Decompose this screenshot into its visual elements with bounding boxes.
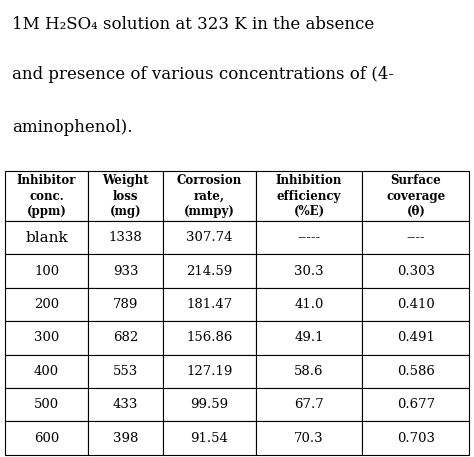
Text: 789: 789 — [113, 298, 138, 311]
Bar — [88, 355, 163, 388]
Bar — [5, 288, 88, 321]
Bar — [163, 388, 255, 421]
Bar — [363, 255, 469, 288]
Bar — [255, 221, 363, 255]
Text: 0.703: 0.703 — [397, 431, 435, 445]
Text: 0.677: 0.677 — [397, 398, 435, 411]
Text: Surface
coverage
(θ): Surface coverage (θ) — [386, 174, 446, 218]
Bar — [363, 388, 469, 421]
Text: 100: 100 — [34, 265, 59, 277]
Text: 214.59: 214.59 — [186, 265, 232, 277]
Bar — [163, 171, 255, 221]
Bar — [363, 321, 469, 355]
Text: 30.3: 30.3 — [294, 265, 324, 277]
Bar — [5, 388, 88, 421]
Text: 0.410: 0.410 — [397, 298, 435, 311]
Text: 1338: 1338 — [109, 231, 142, 244]
Text: 307.74: 307.74 — [186, 231, 232, 244]
Bar — [88, 421, 163, 455]
Text: 181.47: 181.47 — [186, 298, 232, 311]
Text: 0.586: 0.586 — [397, 365, 435, 378]
Bar — [88, 171, 163, 221]
Text: 200: 200 — [34, 298, 59, 311]
Text: Corrosion
rate,
(mmpy): Corrosion rate, (mmpy) — [176, 174, 242, 218]
Bar — [163, 355, 255, 388]
Text: 933: 933 — [113, 265, 138, 277]
Text: -----: ----- — [298, 231, 320, 244]
Text: ----: ---- — [407, 231, 425, 244]
Text: blank: blank — [25, 231, 68, 244]
Bar — [88, 255, 163, 288]
Text: 91.54: 91.54 — [190, 431, 228, 445]
Text: 300: 300 — [34, 331, 59, 344]
Bar — [163, 255, 255, 288]
Text: 398: 398 — [113, 431, 138, 445]
Bar — [88, 288, 163, 321]
Bar — [163, 288, 255, 321]
Text: 0.303: 0.303 — [397, 265, 435, 277]
Text: 99.59: 99.59 — [190, 398, 228, 411]
Bar — [363, 288, 469, 321]
Text: 41.0: 41.0 — [294, 298, 324, 311]
Text: 553: 553 — [113, 365, 138, 378]
Bar — [163, 221, 255, 255]
Bar — [363, 221, 469, 255]
Bar — [5, 221, 88, 255]
Text: 58.6: 58.6 — [294, 365, 324, 378]
Text: 49.1: 49.1 — [294, 331, 324, 344]
Bar — [5, 421, 88, 455]
Bar — [88, 321, 163, 355]
Bar — [255, 255, 363, 288]
Bar — [255, 321, 363, 355]
Bar — [88, 221, 163, 255]
Text: 70.3: 70.3 — [294, 431, 324, 445]
Bar — [255, 171, 363, 221]
Bar — [5, 255, 88, 288]
Text: 500: 500 — [34, 398, 59, 411]
Text: 1M H₂SO₄ solution at 323 K in the absence: 1M H₂SO₄ solution at 323 K in the absenc… — [12, 16, 374, 33]
Bar — [163, 321, 255, 355]
Bar — [363, 355, 469, 388]
Bar — [255, 288, 363, 321]
Text: 682: 682 — [113, 331, 138, 344]
Bar — [5, 355, 88, 388]
Text: 400: 400 — [34, 365, 59, 378]
Text: 127.19: 127.19 — [186, 365, 232, 378]
Text: 600: 600 — [34, 431, 59, 445]
Bar — [255, 421, 363, 455]
Bar — [5, 321, 88, 355]
Bar — [255, 355, 363, 388]
Text: 0.491: 0.491 — [397, 331, 435, 344]
Text: 156.86: 156.86 — [186, 331, 232, 344]
Bar — [5, 171, 88, 221]
Text: and presence of various concentrations of (4-: and presence of various concentrations o… — [12, 66, 394, 83]
Bar — [255, 388, 363, 421]
Text: aminophenol).: aminophenol). — [12, 119, 132, 136]
Bar — [363, 171, 469, 221]
Text: Inhibitor
conc.
(ppm): Inhibitor conc. (ppm) — [17, 174, 76, 218]
Text: Inhibition
efficiency
(%E): Inhibition efficiency (%E) — [276, 174, 342, 218]
Text: 433: 433 — [113, 398, 138, 411]
Bar — [88, 388, 163, 421]
Text: Weight
loss
(mg): Weight loss (mg) — [102, 174, 149, 218]
Bar — [163, 421, 255, 455]
Text: 67.7: 67.7 — [294, 398, 324, 411]
Bar — [363, 421, 469, 455]
